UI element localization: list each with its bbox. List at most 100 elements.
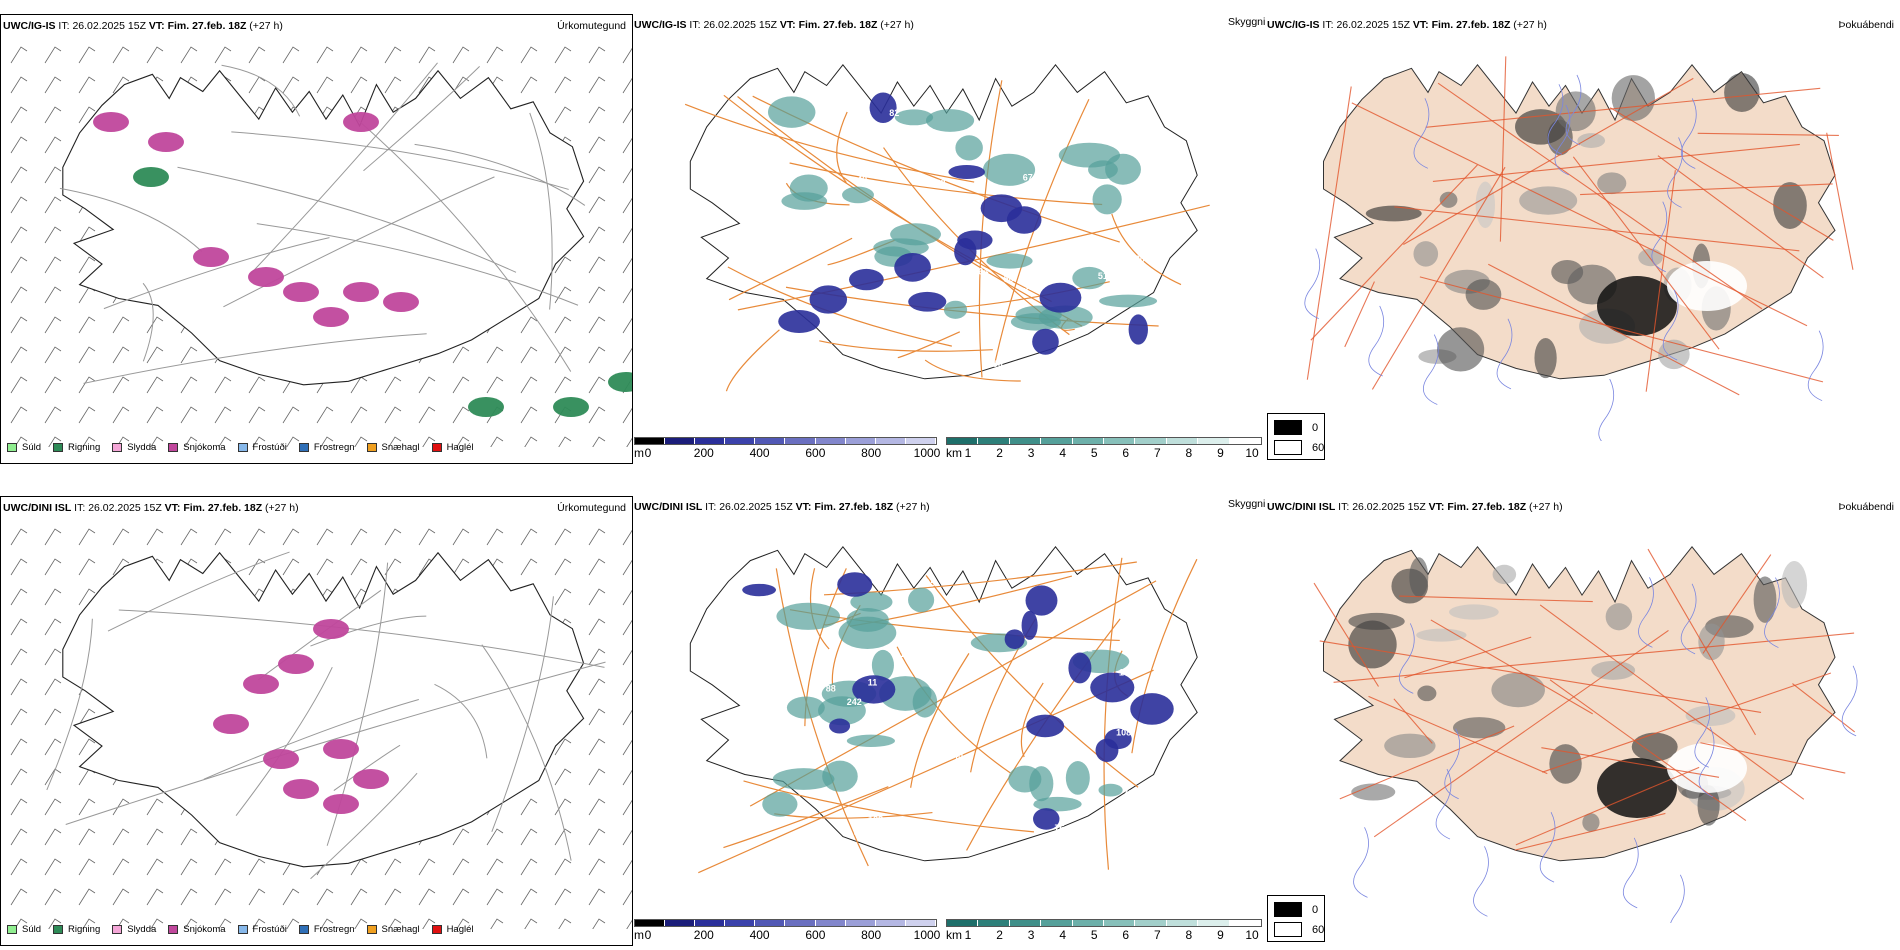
road-network	[46, 551, 606, 880]
legend-swatch	[298, 443, 309, 452]
legend-label: Snæhagl	[381, 442, 420, 453]
model-name: UWC/DINI ISL	[3, 502, 72, 514]
legend-item: Snæhagl	[366, 442, 420, 453]
colorbar-tick: 0	[644, 446, 652, 460]
colorbar-step	[1166, 438, 1199, 444]
it-value: 26.02.2025 15Z	[1352, 501, 1426, 513]
ceiling-value-label: 115	[921, 578, 936, 588]
legend-label: Frostúði	[252, 924, 287, 935]
legend-item: Snjókoma	[168, 442, 226, 453]
ceiling-value-label: 90	[993, 359, 1003, 369]
fog-free-area	[1667, 261, 1747, 311]
precip-legend: Súld Rigning Slydda Snjókoma Frostúði Frostre…	[7, 442, 486, 453]
colorbar-strip	[946, 437, 1262, 445]
vt-label: VT:	[1428, 501, 1445, 513]
legend-label: Slydda	[127, 442, 157, 453]
colorbar-tick: 3	[1027, 446, 1035, 460]
legend-swatch	[112, 443, 123, 452]
dense-fog-core	[1597, 276, 1677, 336]
panel-header: UWC/IG-IS IT: 26.02.2025 15Z VT: Fim. 27…	[3, 20, 283, 32]
ceiling-value-label: 69	[782, 207, 792, 217]
colorbar-unit: km	[946, 446, 962, 460]
colorbar-step	[978, 438, 1010, 444]
lead-time: (+27 h)	[896, 501, 930, 513]
vt-value: Fim. 27.feb. 18Z	[1447, 501, 1527, 513]
ceiling-value-label: 106	[854, 827, 869, 837]
ceiling-value-label: 120	[779, 363, 794, 373]
row-1: UWC/IG-IS IT: 26.02.2025 15Z VT: Fim. 27…	[0, 14, 1894, 464]
colorbar-tick: 600	[805, 928, 826, 942]
it-label: IT:	[74, 502, 86, 514]
legend-label: Snjókoma	[183, 442, 226, 453]
colorbar-step	[845, 438, 876, 444]
it-label: IT:	[58, 20, 70, 32]
vt-value: Fim. 27.feb. 18Z	[167, 20, 247, 32]
iceland-precip-map	[10, 528, 632, 929]
legend-item: Súld	[7, 442, 41, 453]
it-value: 26.02.2025 15Z	[719, 501, 793, 513]
legend-label: Snæhagl	[381, 924, 420, 935]
vt-label: VT:	[164, 502, 181, 514]
ceiling-value-label: 108	[1116, 728, 1131, 738]
colorbar-tick: 2	[996, 446, 1003, 460]
colorbar-tick: 1	[964, 928, 972, 942]
vt-label: VT:	[148, 20, 165, 32]
colorbar-tick: 800	[861, 928, 882, 942]
colorbar-step	[875, 920, 906, 926]
legend-item: Snæhagl	[366, 924, 420, 935]
colorbar-strip	[634, 437, 937, 445]
colorbar-tick: 7	[1153, 446, 1161, 460]
panel-header: UWC/IG-IS IT: 26.02.2025 15Z VT: Fim. 27…	[1267, 19, 1547, 31]
legend-item: Rigning	[53, 924, 100, 935]
legend-label: Frostregn	[313, 924, 355, 935]
legend-swatch	[53, 925, 64, 934]
ceiling-value-label: 27	[1025, 799, 1035, 809]
colorbar-tick: 800	[861, 446, 882, 460]
ceiling-value-label: 50	[1004, 274, 1014, 284]
ceiling-value-label: 90	[1140, 181, 1150, 191]
colorbar-tick: 2	[996, 928, 1003, 942]
legend-swatch	[431, 925, 442, 934]
legend-label: Rigning	[68, 924, 101, 935]
model-name: UWC/IG-IS	[634, 19, 687, 31]
legend-item: Frostúði	[237, 924, 287, 935]
ceiling-value-label: 83	[1045, 699, 1055, 709]
river-network	[1353, 577, 1858, 923]
colorbar-step	[1229, 920, 1262, 926]
colorbar-step	[1229, 438, 1262, 444]
vt-label: VT:	[1412, 19, 1429, 31]
legend-label: Haglél	[446, 442, 474, 453]
legend-item: Rigning	[53, 442, 100, 453]
it-value: 26.02.2025 15Z	[72, 20, 146, 32]
ceiling-value-label: 88	[935, 178, 945, 188]
legend-swatch	[298, 925, 309, 934]
precip-type-panel: UWC/DINI ISL IT: 26.02.2025 15Z VT: Fim.…	[0, 496, 633, 946]
vt-value: Fim. 27.feb. 18Z	[814, 501, 894, 513]
fog-legend-swatch	[1274, 902, 1302, 917]
lead-time: (+27 h)	[1529, 501, 1563, 513]
road-network	[1306, 56, 1854, 396]
colorbar-step	[725, 438, 756, 444]
model-name: UWC/DINI ISL	[634, 501, 703, 513]
legend-item: Haglél	[431, 924, 474, 935]
colorbar-step	[785, 438, 816, 444]
colorbar-step	[665, 438, 696, 444]
colorbar-step	[635, 920, 666, 926]
colorbar-step	[1072, 920, 1105, 926]
vt-value: Fim. 27.feb. 18Z	[183, 502, 263, 514]
lead-time: (+27 h)	[265, 502, 299, 514]
legend-item: Frostregn	[298, 442, 355, 453]
colorbar-step	[905, 920, 936, 926]
low-ceiling-areas	[778, 92, 1148, 355]
legend-swatch	[366, 925, 377, 934]
it-label: IT:	[689, 19, 701, 31]
fog-legend-row: 60	[1274, 922, 1324, 937]
legend-item: Frostregn	[298, 924, 355, 935]
ceiling-value-label: 87	[1098, 342, 1108, 352]
low-ceiling-areas	[742, 572, 1174, 830]
colorbar-step	[978, 920, 1010, 926]
ceiling-value-label: 211	[868, 128, 883, 138]
colorbar-step	[1009, 438, 1042, 444]
it-value: 26.02.2025 15Z	[88, 502, 162, 514]
colorbar-step	[1041, 438, 1073, 444]
